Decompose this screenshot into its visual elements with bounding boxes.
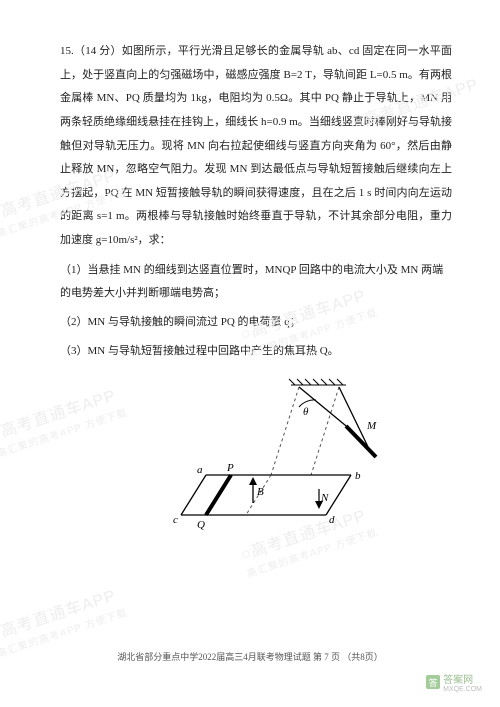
- sub-question-2: （2）MN 与导轨接触的瞬间流过 PQ 的电荷量 q；: [60, 311, 452, 334]
- question-number: 15.: [60, 45, 74, 57]
- page-footer: 湖北省部分重点中学2022届高三4月联考物理试题 第 7 页 （共8页）: [0, 650, 500, 663]
- label-theta: θ: [303, 406, 309, 418]
- question-text: 如图所示，平行光滑且足够长的金属导轨 ab、cd 固定在同一水平面上，处于竖直向…: [60, 45, 452, 246]
- label-P: P: [226, 462, 234, 474]
- label-b: b: [355, 470, 361, 482]
- label-Q: Q: [197, 519, 205, 531]
- logo-subtext: MXQE.COM: [443, 686, 482, 693]
- question-body: 15.（14 分）如图所示，平行光滑且足够长的金属导轨 ab、cd 固定在同一水…: [60, 40, 452, 253]
- label-N: N: [320, 492, 329, 504]
- logo-icon: 答: [426, 675, 440, 689]
- corner-logo: 答 答案网 MXQE.COM: [426, 671, 482, 693]
- label-M: M: [366, 420, 377, 432]
- label-a: a: [197, 464, 203, 476]
- sub-question-3: （3）MN 与导轨短暂接触过程中回路中产生的焦耳热 Q。: [60, 340, 452, 363]
- label-d: d: [329, 514, 335, 526]
- sub-question-1: （1）当悬挂 MN 的细线到达竖直位置时，MNQP 回路中的电流大小及 MN 两…: [60, 259, 452, 305]
- label-c: c: [173, 514, 178, 526]
- logo-text: 答案网: [443, 671, 482, 686]
- label-B: B: [257, 486, 264, 498]
- question-points: （14 分）: [74, 45, 122, 57]
- physics-diagram: θ a b: [60, 375, 452, 545]
